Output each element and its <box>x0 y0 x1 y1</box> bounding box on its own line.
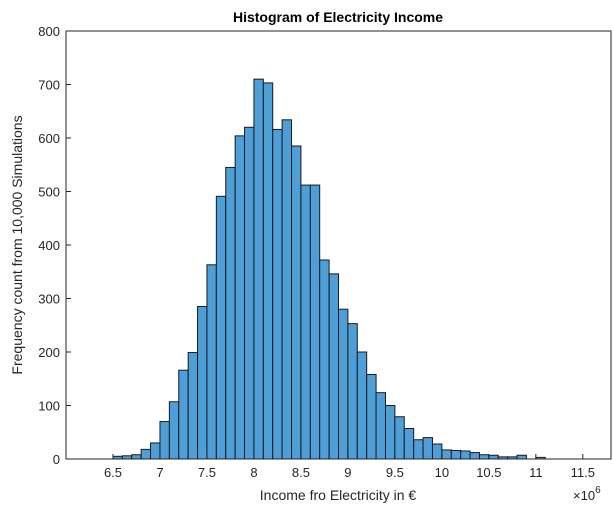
x-tick-label: 6.5 <box>104 465 122 480</box>
x-tick-label: 11 <box>529 465 543 480</box>
x-tick-label: 10.5 <box>476 465 501 480</box>
histogram-bar <box>309 184 321 460</box>
histogram-bar <box>403 428 415 460</box>
histogram-bar <box>384 405 396 460</box>
x-tick-label: 9.5 <box>386 465 404 480</box>
histogram-bar <box>450 449 462 460</box>
histogram-bar <box>413 439 424 460</box>
x-tick-label: 11.5 <box>571 465 595 480</box>
histogram-bar <box>338 308 349 460</box>
x-tick-label: 7.5 <box>198 465 216 480</box>
histogram-bar <box>422 437 433 460</box>
x-tick-label: 8 <box>250 465 257 480</box>
histogram-bar <box>187 352 199 460</box>
histogram-bar <box>215 195 227 460</box>
y-axis-label: Frequency count from 10,000 Simulations <box>9 115 25 374</box>
x-exponent-base: ×10 <box>573 488 595 503</box>
histogram-bar <box>140 448 152 460</box>
y-tick-label: 700 <box>38 78 60 93</box>
histogram-bar <box>478 454 490 460</box>
x-tick-label: 8.5 <box>292 465 310 480</box>
x-tick-label: 10 <box>435 465 449 480</box>
histogram-bar <box>375 392 386 460</box>
histogram-bar <box>234 135 246 460</box>
histogram-bar <box>168 401 180 460</box>
histogram-bar <box>291 145 302 460</box>
histogram-bar <box>281 119 293 460</box>
histogram-bar <box>150 442 161 460</box>
y-tick-label: 200 <box>38 345 60 360</box>
histogram-bar <box>300 184 311 460</box>
histogram-bar <box>206 264 217 460</box>
chart-title: Histogram of Electricity Income <box>233 9 443 25</box>
histogram-bar <box>262 82 274 460</box>
histogram-bar <box>488 454 499 460</box>
y-tick-label: 800 <box>38 24 60 39</box>
histogram-bar <box>244 126 255 460</box>
ticks-group: 6.5 7 7.5 8 8.5 9 9.5 10 10.5 11 11.5 0 100 200 300 400… <box>38 24 595 480</box>
x-axis-label: Income fro Electricity in € <box>260 487 417 503</box>
histogram-bar <box>328 273 340 460</box>
y-tick-label: 500 <box>38 185 60 200</box>
histogram-bar <box>347 323 358 460</box>
y-tick-label: 100 <box>38 399 60 414</box>
y-tick-label: 0 <box>53 452 60 467</box>
x-exponent-power: 6 <box>595 485 601 496</box>
histogram-bar <box>516 454 527 460</box>
histogram-bar <box>178 369 189 460</box>
bars-group <box>112 78 546 460</box>
histogram-bar <box>197 306 208 460</box>
histogram-bar <box>253 78 264 460</box>
histogram-bar <box>272 128 283 460</box>
x-exponent-label: ×106 <box>573 485 601 503</box>
histogram-bar <box>225 166 236 460</box>
histogram-bar <box>394 416 405 460</box>
y-tick-label: 300 <box>38 292 60 307</box>
y-tick-label: 600 <box>38 131 60 146</box>
histogram-bar <box>131 454 142 460</box>
x-tick-label: 7 <box>156 465 163 480</box>
histogram-bar <box>356 351 368 460</box>
histogram-bar <box>366 373 377 460</box>
histogram-bar <box>460 450 471 460</box>
histogram-bar <box>469 452 480 460</box>
y-tick-label: 400 <box>38 238 60 253</box>
histogram-bar <box>319 259 330 460</box>
x-tick-label: 9 <box>344 465 351 480</box>
histogram-bar <box>431 443 443 460</box>
histogram-bar <box>159 421 170 460</box>
axes-box <box>65 30 612 460</box>
histogram-bar <box>441 449 452 460</box>
